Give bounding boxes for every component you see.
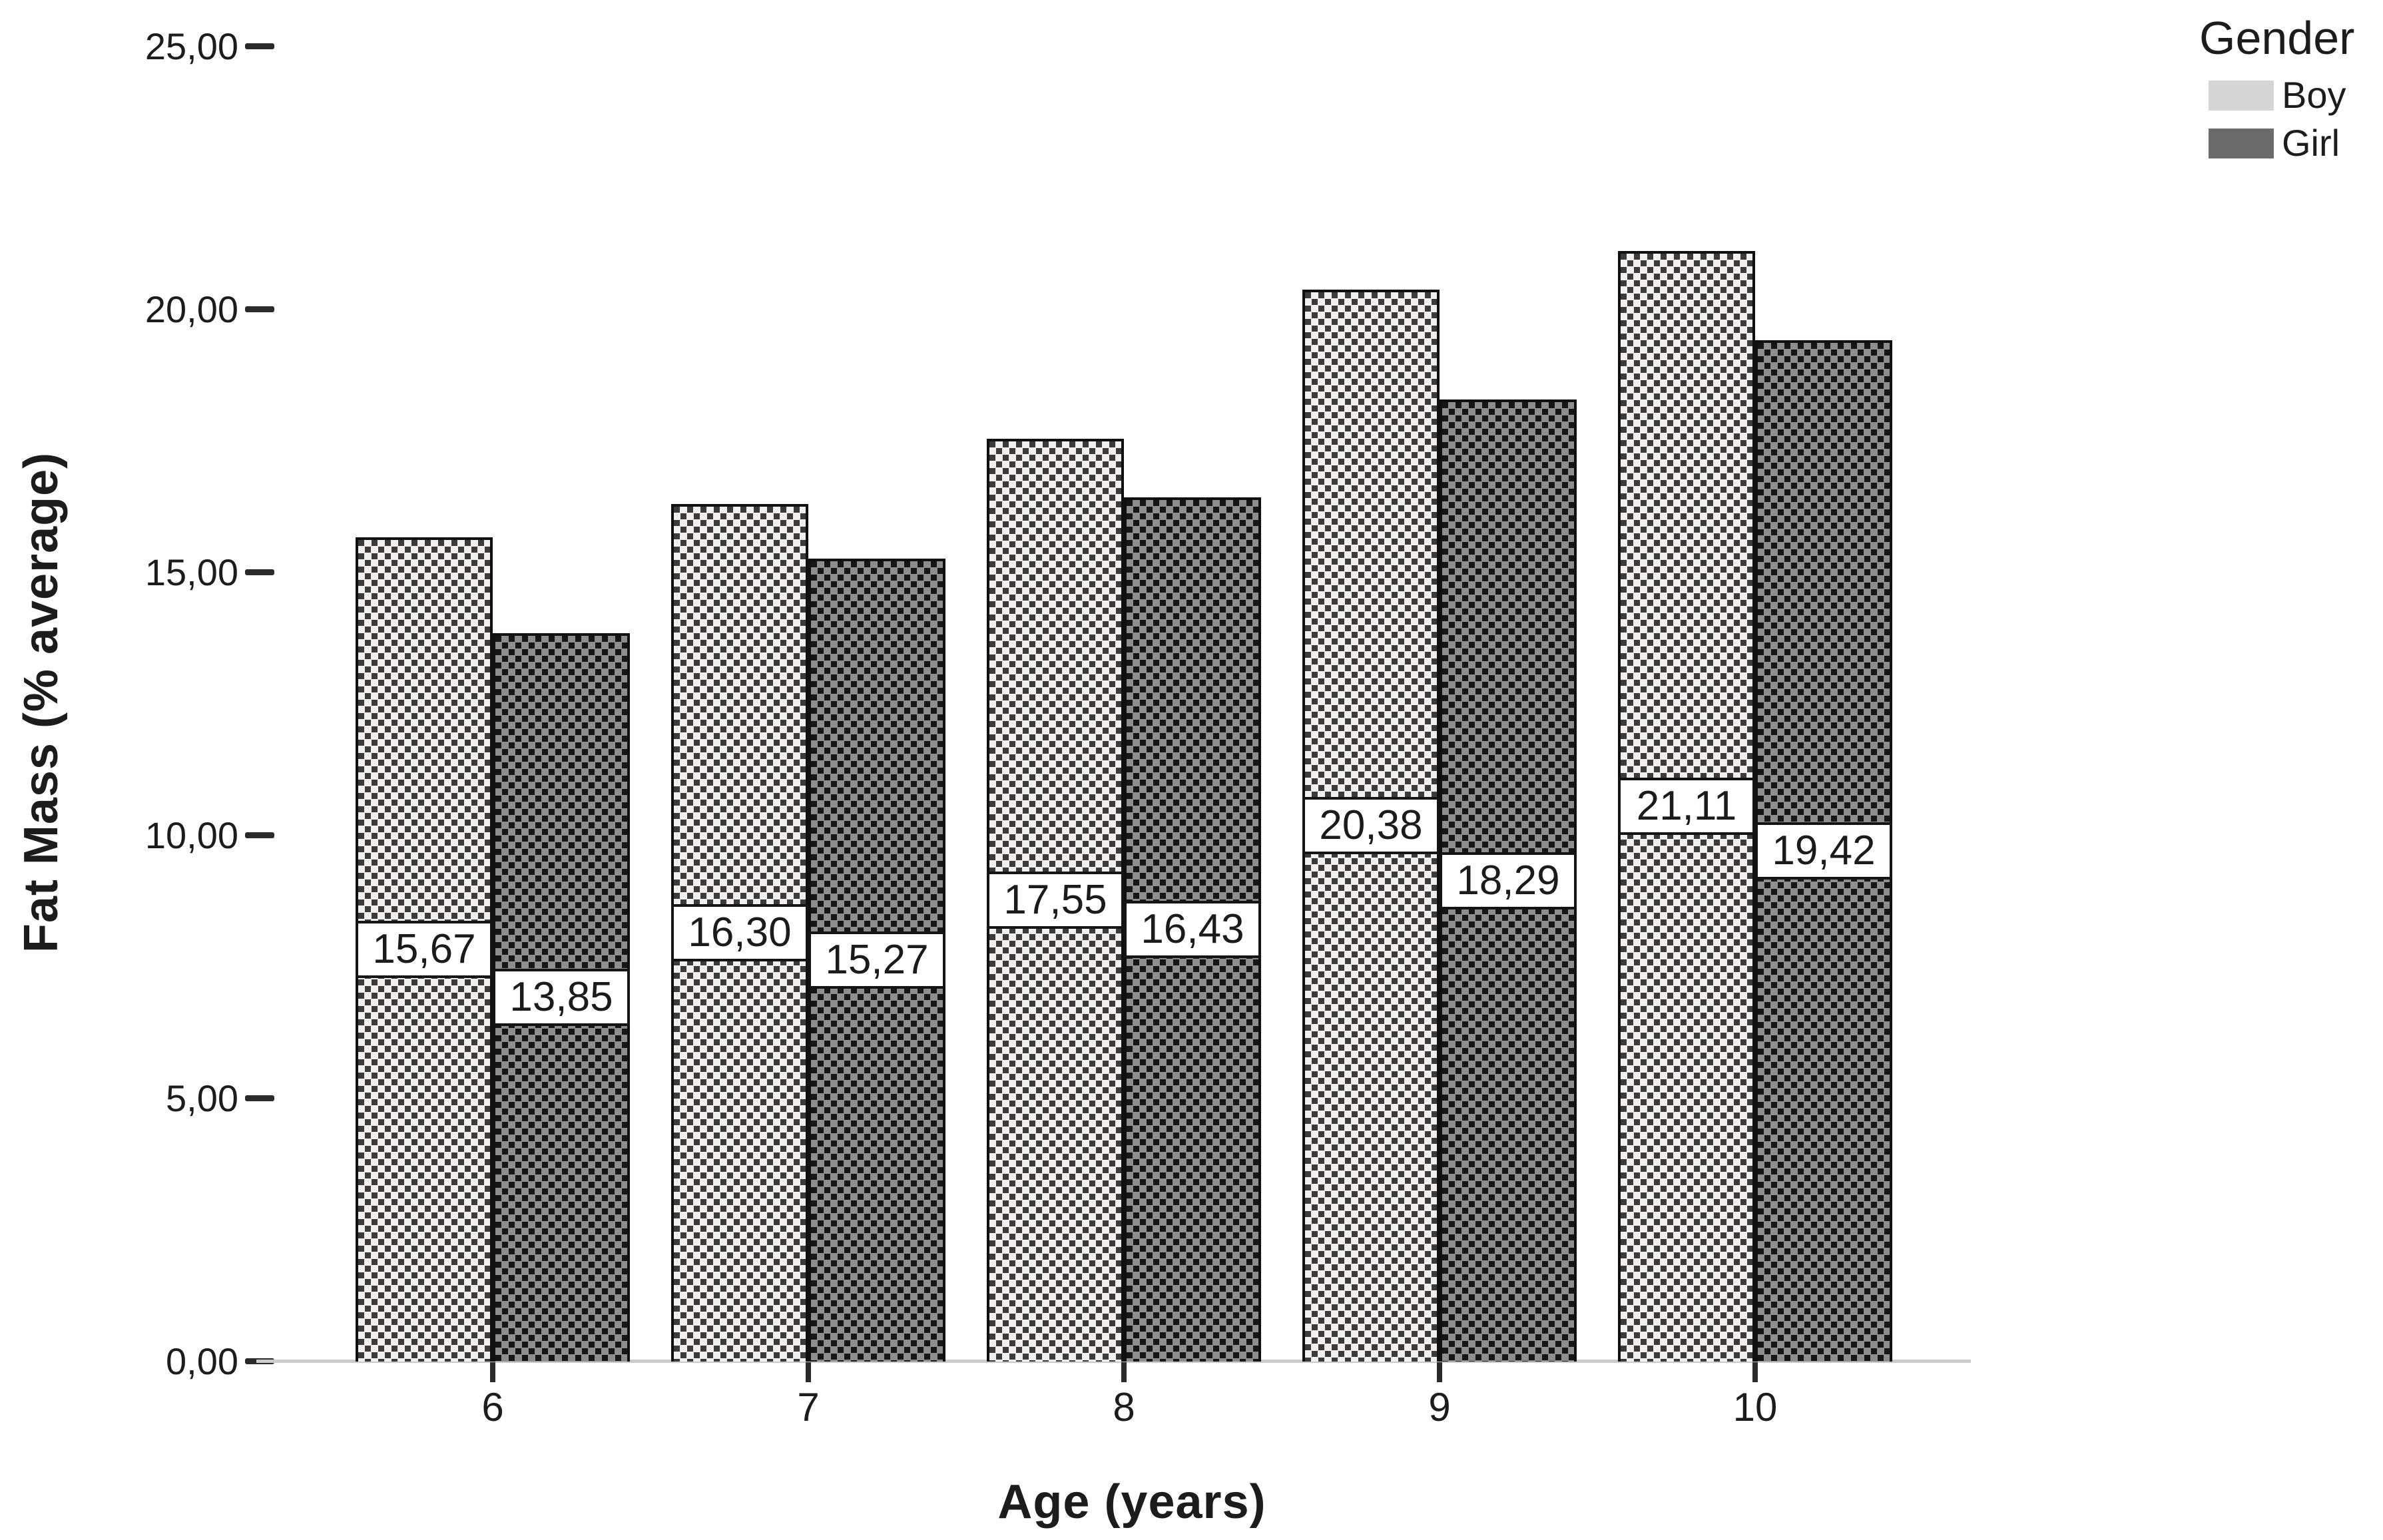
x-axis-tick-label: 10	[1732, 1385, 1778, 1429]
value-label-boy-age-7: 16,30	[671, 904, 808, 962]
x-axis-tick-label: 7	[797, 1385, 820, 1429]
x-axis-tick-mark	[490, 1362, 495, 1382]
legend-label-boy: Boy	[2282, 74, 2346, 116]
value-label-boy-age-8: 17,55	[987, 871, 1124, 929]
value-label-girl-age-7: 15,27	[808, 931, 945, 989]
y-axis-tick-mark	[245, 43, 274, 49]
value-label-girl-age-6: 13,85	[493, 968, 630, 1026]
legend-label-girl: Girl	[2282, 122, 2340, 164]
x-axis-tick-mark	[1752, 1362, 1758, 1382]
y-axis-tick-label: 25,00	[144, 25, 238, 67]
y-axis-tick-label: 20,00	[144, 288, 238, 330]
legend-item-boy: Boy	[2199, 74, 2379, 116]
x-axis-tick-label: 6	[481, 1385, 504, 1429]
x-axis-tick-mark	[806, 1362, 811, 1382]
y-axis-tick-mark	[245, 1095, 274, 1101]
y-axis-tick-mark	[245, 306, 274, 312]
x-axis-tick-mark	[1437, 1362, 1442, 1382]
legend-swatch-girl	[2209, 128, 2274, 158]
y-axis-title: Fat Mass (% average)	[15, 451, 68, 953]
legend: Gender Boy Girl	[2199, 15, 2379, 176]
value-label-girl-age-9: 18,29	[1440, 852, 1577, 909]
value-label-girl-age-8: 16,43	[1124, 901, 1261, 958]
legend-item-girl: Girl	[2199, 125, 2379, 162]
x-axis-tick-label: 8	[1113, 1385, 1135, 1429]
y-axis-tick-label: 0,00	[166, 1340, 238, 1382]
value-label-boy-age-9: 20,38	[1302, 796, 1440, 854]
x-axis-tick-label: 9	[1428, 1385, 1451, 1429]
x-axis-tick-mark	[1121, 1362, 1127, 1382]
x-axis-title: Age (years)	[997, 1475, 1266, 1529]
value-label-boy-age-10: 21,11	[1618, 778, 1755, 836]
y-axis-tick-mark	[245, 832, 274, 838]
legend-swatch-boy	[2209, 80, 2274, 111]
legend-title: Gender	[2199, 12, 2355, 64]
y-axis-tick-mark	[245, 569, 274, 575]
y-axis-tick-label: 15,00	[144, 551, 238, 593]
value-label-girl-age-10: 19,42	[1755, 822, 1892, 880]
value-label-boy-age-6: 15,67	[356, 921, 493, 979]
y-axis-tick-label: 10,00	[144, 814, 238, 856]
y-axis-tick-label: 5,00	[166, 1077, 238, 1119]
